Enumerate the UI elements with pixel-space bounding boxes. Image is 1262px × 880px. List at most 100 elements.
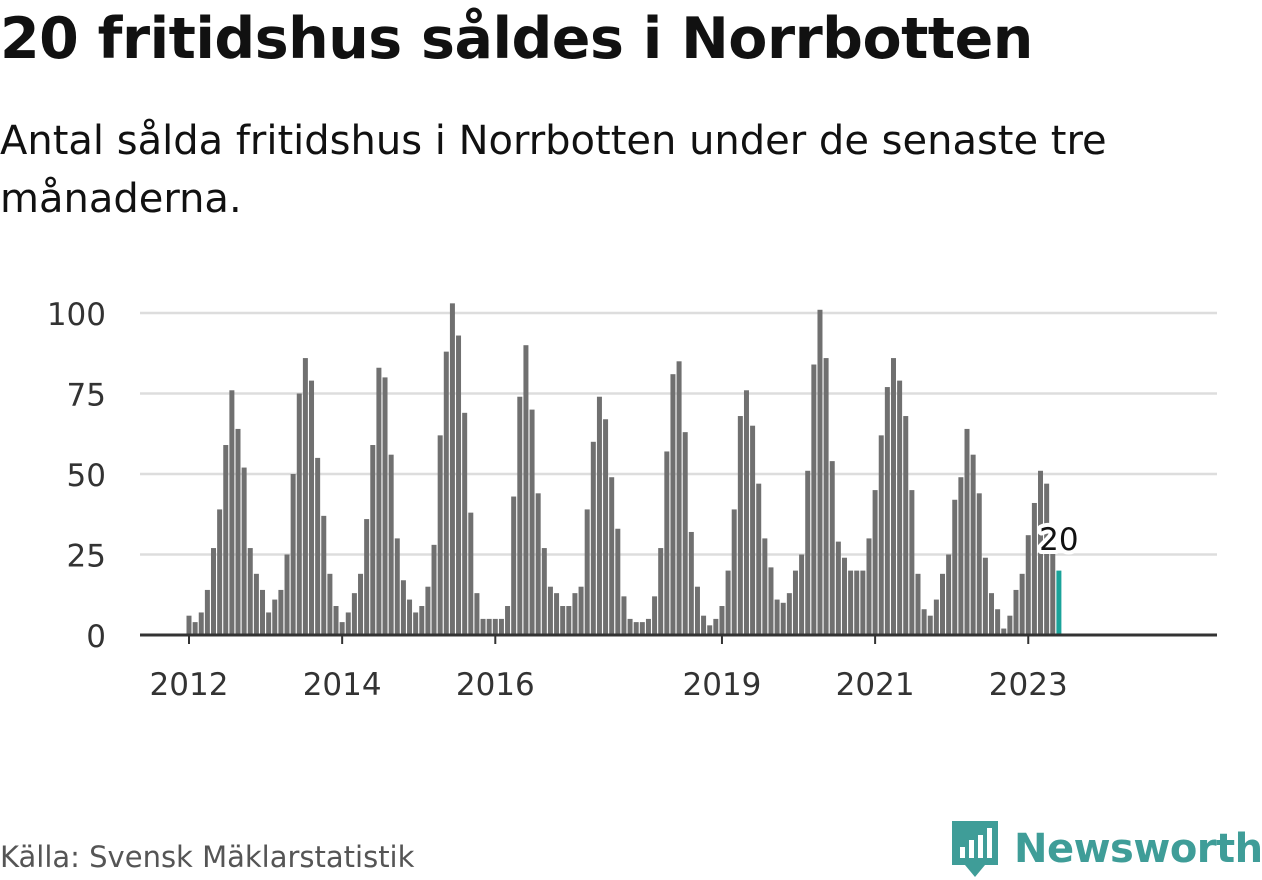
- newsworthy-chart-icon: [952, 821, 998, 877]
- bar: [272, 599, 278, 635]
- bar: [774, 599, 780, 635]
- bar: [854, 570, 860, 635]
- bar: [535, 493, 541, 635]
- bar: [670, 374, 676, 635]
- y-axis-ticks: 0 25 50 75 100: [47, 297, 106, 655]
- bar: [339, 622, 345, 635]
- bar: [345, 612, 351, 635]
- bar: [897, 380, 903, 635]
- brand-name: Newsworthy: [1014, 826, 1262, 872]
- bar: [235, 428, 241, 635]
- bar: [940, 573, 945, 635]
- bar: [964, 428, 970, 635]
- bar: [192, 622, 198, 635]
- bar: [517, 396, 523, 635]
- bar: [486, 618, 492, 635]
- bar: [186, 615, 192, 635]
- bar: [743, 390, 749, 635]
- bar: [523, 345, 529, 635]
- bar: [413, 612, 419, 635]
- bar: [358, 573, 364, 635]
- bar: [731, 509, 737, 635]
- bar: [1050, 535, 1056, 635]
- bar: [456, 335, 462, 635]
- bar: [639, 622, 645, 635]
- bar: [664, 451, 670, 635]
- bar: [315, 457, 321, 635]
- bar: [578, 586, 584, 635]
- bar: [253, 573, 259, 635]
- bar: [541, 548, 547, 635]
- bar: [676, 361, 682, 635]
- bar: [768, 567, 774, 635]
- bar: [480, 618, 486, 635]
- y-tick-label-75: 75: [67, 378, 106, 414]
- source-label: Källa: Svensk Mäklarstatistik: [0, 840, 415, 874]
- newsworthy-logo: Newsworthy: [950, 818, 1262, 880]
- bar: [799, 554, 805, 635]
- bar: [603, 419, 609, 635]
- bar: [970, 454, 976, 635]
- bars: [186, 303, 1062, 635]
- bar: [198, 612, 204, 635]
- bar: [805, 470, 811, 635]
- y-tick-label-50: 50: [67, 458, 106, 494]
- bar: [725, 570, 731, 635]
- bar: [223, 445, 229, 635]
- bar: [811, 364, 817, 635]
- bar: [217, 509, 223, 635]
- x-tick-label-2016: 2016: [456, 667, 535, 703]
- bar: [425, 586, 431, 635]
- bar: [400, 580, 406, 635]
- x-tick-label-2014: 2014: [303, 667, 382, 703]
- bar: [835, 541, 841, 635]
- bar: [841, 557, 847, 635]
- bar: [658, 548, 664, 635]
- bar: [792, 570, 798, 635]
- bar: [762, 538, 768, 635]
- y-tick-label-25: 25: [67, 539, 106, 575]
- bar: [1019, 573, 1025, 635]
- bar: [823, 358, 829, 635]
- bar: [976, 493, 982, 635]
- bar: [737, 416, 743, 635]
- bar: [321, 515, 327, 635]
- bar: [498, 618, 504, 635]
- bar: [884, 387, 890, 635]
- bar: [266, 612, 272, 635]
- bar: [1013, 589, 1019, 635]
- bar: [382, 377, 388, 635]
- bar: [621, 596, 627, 635]
- bar: [890, 358, 896, 635]
- bar: [443, 351, 449, 635]
- bar: [694, 586, 700, 635]
- x-tick-label-2023: 2023: [989, 667, 1068, 703]
- bar: [719, 606, 725, 635]
- bar: [1031, 502, 1037, 635]
- annotation: 20: [1035, 518, 1082, 562]
- bar: [333, 606, 339, 635]
- bar: [302, 358, 308, 635]
- bar: [296, 393, 302, 635]
- bar: [817, 309, 823, 635]
- bar: [866, 538, 872, 635]
- x-tick-label-2012: 2012: [150, 667, 229, 703]
- bar: [560, 606, 566, 635]
- bar: [780, 602, 786, 635]
- bar: [701, 615, 707, 635]
- bar: [449, 303, 455, 635]
- bar: [247, 548, 253, 635]
- bar: [431, 544, 437, 635]
- bar: [407, 599, 413, 635]
- bar: [474, 593, 480, 635]
- bar: [572, 593, 578, 635]
- y-tick-label-0: 0: [86, 619, 106, 655]
- bar: [229, 390, 235, 635]
- bar: [529, 409, 535, 635]
- bar: [505, 606, 511, 635]
- bar: [1007, 615, 1013, 635]
- bar: [609, 477, 615, 635]
- y-tick-label-100: 100: [47, 297, 106, 333]
- bar: [989, 593, 995, 635]
- bar: [652, 596, 658, 635]
